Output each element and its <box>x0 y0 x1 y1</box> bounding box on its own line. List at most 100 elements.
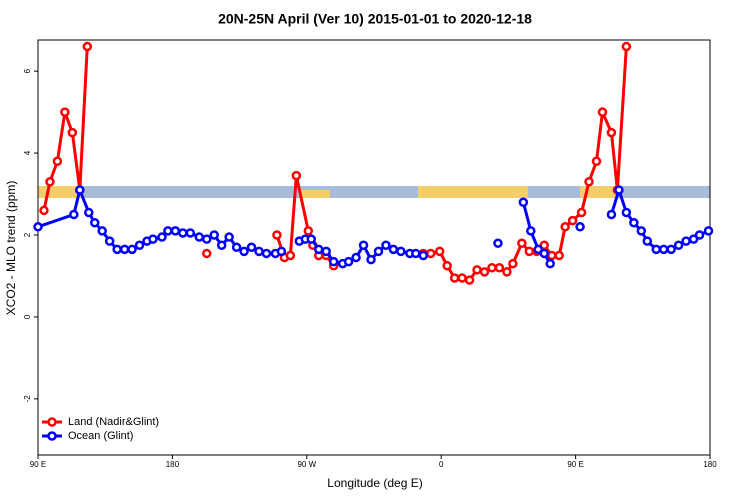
data-point <box>494 263 505 273</box>
data-point <box>464 275 475 285</box>
data-point <box>127 244 137 255</box>
data-point <box>75 185 85 195</box>
data-point <box>629 217 639 228</box>
data-point <box>39 205 49 216</box>
data-point <box>163 226 173 236</box>
data-point <box>539 248 549 259</box>
data-point <box>343 256 354 267</box>
data-point <box>254 246 264 257</box>
data-point <box>148 234 158 244</box>
data-point <box>636 226 647 236</box>
data-point <box>185 228 196 238</box>
data-point <box>351 252 361 263</box>
series-line <box>37 184 710 266</box>
data-point <box>119 244 130 255</box>
data-point <box>69 209 79 220</box>
data-point <box>303 226 314 236</box>
data-point <box>272 230 282 240</box>
data-point <box>524 246 535 257</box>
plot-frame <box>37 39 711 456</box>
data-point <box>178 228 188 238</box>
chart-title: 20N-25N April (Ver 10) 2015-01-01 to 202… <box>218 11 532 27</box>
data-point <box>614 185 624 195</box>
data-point <box>591 156 602 167</box>
data-point <box>517 238 527 248</box>
data-point <box>216 240 227 250</box>
data-point <box>597 107 608 117</box>
data-point <box>201 234 212 244</box>
data-point <box>694 230 705 240</box>
data-point <box>261 248 272 259</box>
data-point <box>67 127 78 138</box>
data-point <box>518 197 529 207</box>
data-point <box>239 246 249 257</box>
data-point <box>328 256 339 267</box>
data-point <box>575 222 585 232</box>
data-point <box>658 244 669 255</box>
data-point <box>681 236 691 246</box>
data-point <box>493 238 503 248</box>
data-point <box>231 242 242 253</box>
data-point <box>60 107 70 117</box>
data-point <box>82 41 93 52</box>
data-point <box>703 226 714 236</box>
data-point <box>425 248 436 259</box>
x-tick-label: 90 E <box>30 460 46 469</box>
data-point <box>418 250 429 261</box>
data-point <box>321 246 331 257</box>
data-point <box>194 232 205 242</box>
data-point <box>170 226 181 236</box>
data-point <box>134 240 145 250</box>
data-point <box>45 176 55 187</box>
data-point <box>396 246 406 257</box>
data-point <box>209 230 219 240</box>
data-point <box>546 250 557 261</box>
data-point <box>606 209 617 220</box>
data-point <box>479 267 490 277</box>
data-point <box>487 263 497 273</box>
data-point <box>449 273 460 283</box>
data-point <box>554 250 564 261</box>
data-point <box>313 244 324 255</box>
legend-marker <box>47 431 57 441</box>
data-point <box>201 248 212 259</box>
x-tick-label: 90 E <box>567 460 583 469</box>
data-point <box>533 244 544 255</box>
y-tick-label: 2 <box>23 232 32 237</box>
x-tick-label: 180 <box>703 460 717 469</box>
data-point <box>366 254 376 265</box>
data-point <box>621 207 632 218</box>
data-point <box>472 265 482 275</box>
data-point <box>567 215 578 226</box>
data-point <box>442 260 452 271</box>
data-point <box>526 226 536 236</box>
data-point <box>224 232 234 242</box>
data-point <box>584 176 594 187</box>
y-tick-label: 0 <box>23 314 32 319</box>
data-point <box>560 222 570 232</box>
data-point <box>673 240 684 250</box>
x-tick-label: 90 W <box>297 460 316 469</box>
data-point <box>606 127 617 138</box>
data-point <box>545 258 555 269</box>
x-tick-label: 0 <box>439 460 444 469</box>
y-tick-label: 6 <box>23 68 32 73</box>
data-point <box>306 234 317 244</box>
data-point <box>84 207 94 218</box>
data-point <box>457 273 467 283</box>
data-point <box>502 267 512 277</box>
data-point <box>373 246 384 257</box>
data-point <box>621 41 632 52</box>
legend-label: Ocean (Glint) <box>68 430 133 442</box>
x-axis-label: Longitude (deg E) <box>327 476 422 490</box>
data-point <box>112 244 122 255</box>
data-point <box>33 222 43 232</box>
data-point <box>688 234 699 244</box>
data-point <box>104 236 115 246</box>
data-point <box>276 246 287 257</box>
legend-marker <box>47 417 57 427</box>
y-tick-label: -2 <box>23 395 32 403</box>
data-point <box>411 248 421 259</box>
data-point <box>508 258 518 269</box>
